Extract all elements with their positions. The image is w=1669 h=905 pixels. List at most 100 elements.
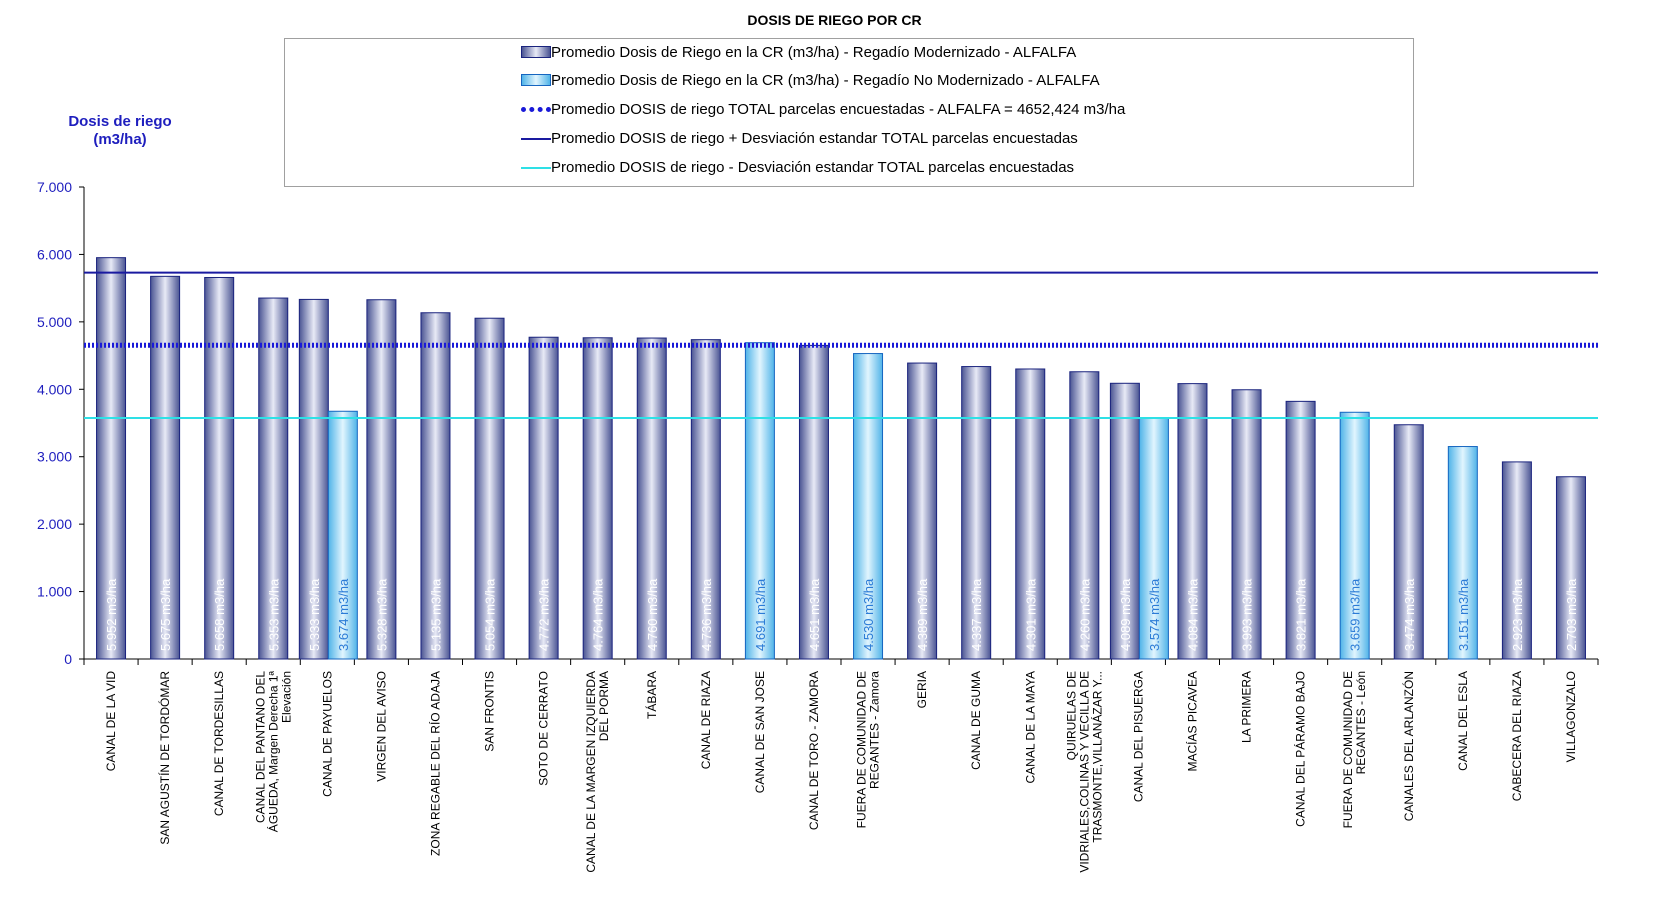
value-label-modernizado: 5.135 m3/ha xyxy=(428,578,443,651)
value-label-modernizado: 5.353 m3/ha xyxy=(266,578,281,651)
legend-item-mas-desviacion: Promedio DOSIS de riego + Desviación est… xyxy=(285,128,1413,150)
legend-item-no-modernizado: Promedio Dosis de Riego en la CR (m3/ha)… xyxy=(285,70,1413,92)
bar-modernizado xyxy=(474,317,505,660)
y-tick-label: 0 xyxy=(64,651,72,667)
x-category-label: FUERA DE COMUNIDAD DE xyxy=(855,671,869,828)
bar-modernizado xyxy=(366,299,397,660)
x-category-label: CANAL DE TORO - ZAMORA xyxy=(807,671,821,830)
legend-item-promedio: Promedio DOSIS de riego TOTAL parcelas e… xyxy=(285,99,1413,121)
value-label-modernizado: 5.333 m3/ha xyxy=(307,578,322,651)
x-category-label: CANALES DEL ARLANZÓN xyxy=(1401,671,1416,821)
y-axis-title-line1: Dosis de riego xyxy=(68,113,172,130)
bar-modernizado xyxy=(528,336,559,660)
x-category-label: SAN FRONTIS xyxy=(483,671,497,752)
value-label-modernizado: 4.260 m3/ha xyxy=(1077,578,1092,651)
x-category-label: CANAL DE SAN JOSE xyxy=(753,671,767,793)
value-label-modernizado: 2.923 m3/ha xyxy=(1510,578,1525,651)
x-category-label: CANAL DEL ESLA xyxy=(1456,671,1470,771)
x-category-label: CANAL DE LA MARGEN IZQUIERDA xyxy=(584,671,598,873)
x-category-label: TRASMONTE,VILLANÁZAR Y... xyxy=(1089,671,1104,843)
value-label-modernizado: 4.764 m3/ha xyxy=(591,578,606,651)
x-category-label: CANAL DEL PÁRAMO BAJO xyxy=(1293,671,1308,827)
bar-modernizado xyxy=(420,312,451,660)
value-label-modernizado: 4.301 m3/ha xyxy=(1023,578,1038,651)
bar-modernizado xyxy=(1177,383,1208,660)
value-label-modernizado: 5.675 m3/ha xyxy=(158,578,173,651)
value-label-modernizado: 4.651 m3/ha xyxy=(807,578,822,651)
x-category-label: Elevación xyxy=(279,671,293,723)
bar-modernizado xyxy=(582,337,613,660)
x-category-label: VILLAGONZALO xyxy=(1564,671,1578,762)
bar-no-modernizado xyxy=(1339,411,1370,660)
value-label-modernizado: 2.703 m3/ha xyxy=(1564,578,1579,651)
value-label-modernizado: 4.089 m3/ha xyxy=(1118,578,1133,651)
value-label-modernizado: 4.772 m3/ha xyxy=(537,578,552,651)
legend-swatch-menos-desviacion xyxy=(521,167,551,169)
y-tick-label: 4.000 xyxy=(37,381,72,397)
bar-no-modernizado xyxy=(1447,446,1478,660)
bar-modernizado xyxy=(1393,424,1424,660)
legend-label-promedio: Promedio DOSIS de riego TOTAL parcelas e… xyxy=(551,101,1126,118)
value-label-no-modernizado: 3.674 m3/ha xyxy=(336,578,351,651)
bar-no-modernizado xyxy=(327,410,358,660)
bar-no-modernizado xyxy=(744,342,775,660)
bar-modernizado xyxy=(1069,371,1100,660)
bar-modernizado xyxy=(1109,382,1140,660)
bar-modernizado xyxy=(96,257,127,660)
x-category-label: TÁBARA xyxy=(644,671,659,719)
legend-swatch-mas-desviacion xyxy=(521,138,551,140)
x-category-label: MACÍAS PICAVEA xyxy=(1184,671,1199,771)
value-label-modernizado: 4.389 m3/ha xyxy=(915,578,930,651)
x-category-label: SOTO DE CERRATO xyxy=(537,671,551,786)
x-category-label: CANAL DEL PANTANO DEL xyxy=(253,671,267,823)
bar-modernizado xyxy=(298,298,329,660)
bar-modernizado xyxy=(258,297,289,660)
x-category-label: REGANTES - Zamora xyxy=(868,671,882,789)
value-label-no-modernizado: 4.691 m3/ha xyxy=(753,578,768,651)
x-category-label: SAN AGUSTÍN DE TORDÓMAR xyxy=(157,671,172,845)
x-category-label: CANAL DE LA VID xyxy=(104,671,118,772)
x-category-label: FUERA DE COMUNIDAD DE xyxy=(1341,671,1355,828)
value-label-modernizado: 3.993 m3/ha xyxy=(1240,578,1255,651)
value-label-modernizado: 4.084 m3/ha xyxy=(1185,578,1200,651)
legend-item-modernizado: Promedio Dosis de Riego en la CR (m3/ha)… xyxy=(285,42,1413,64)
x-category-label: CANAL DEL PISUERGA xyxy=(1131,671,1145,802)
y-tick-label: 1.000 xyxy=(37,584,72,600)
bar-modernizado xyxy=(798,344,829,660)
bars xyxy=(96,257,1586,660)
value-label-no-modernizado: 4.530 m3/ha xyxy=(861,578,876,651)
legend-label-menos-desviacion: Promedio DOSIS de riego - Desviación est… xyxy=(551,159,1075,176)
value-label-no-modernizado: 3.574 m3/ha xyxy=(1147,578,1162,651)
bar-modernizado xyxy=(907,362,938,660)
bar-no-modernizado xyxy=(853,353,884,660)
value-labels: 5.952 m3/ha 5.675 m3/ha 5.658 m3/ha 5.353 m… xyxy=(104,578,1579,651)
value-label-modernizado: 4.760 m3/ha xyxy=(645,578,660,651)
category-labels: CANAL DE LA VID SAN AGUSTÍN DE TORDÓMAR CA… xyxy=(104,670,1578,872)
bar-modernizado xyxy=(636,337,667,660)
chart-legend: Promedio Dosis de Riego en la CR (m3/ha)… xyxy=(284,38,1414,187)
x-category-label: ÁGUEDA, Margen Derecha 1ª xyxy=(265,670,280,832)
x-category-label: CANAL DE GUMA xyxy=(969,671,983,770)
legend-label-no-modernizado: Promedio Dosis de Riego en la CR (m3/ha)… xyxy=(551,72,1100,89)
x-category-label: GERIA xyxy=(915,671,929,708)
bar-modernizado xyxy=(150,275,181,660)
bar-modernizado xyxy=(690,339,721,660)
value-label-modernizado: 5.658 m3/ha xyxy=(212,578,227,651)
legend-label-modernizado: Promedio Dosis de Riego en la CR (m3/ha)… xyxy=(551,44,1077,61)
x-category-label: ZONA REGABLE DEL RÍO ADAJA xyxy=(427,671,442,856)
legend-swatch-modernizado xyxy=(521,46,551,58)
x-category-label: LA PRIMERA xyxy=(1240,671,1254,743)
value-label-modernizado: 4.736 m3/ha xyxy=(699,578,714,651)
value-label-modernizado: 5.952 m3/ha xyxy=(104,578,119,651)
legend-swatch-no-modernizado xyxy=(521,74,551,86)
x-category-label: DEL PORMA xyxy=(597,671,611,741)
x-category-label: REGANTES - León xyxy=(1354,671,1368,774)
value-label-modernizado: 5.328 m3/ha xyxy=(374,578,389,651)
bar-modernizado xyxy=(1285,400,1316,660)
bar-modernizado xyxy=(1555,476,1586,660)
reference-lines xyxy=(84,271,1598,419)
x-category-label: CABECERA DEL RIAZA xyxy=(1510,671,1524,801)
y-tick-label: 7.000 xyxy=(37,179,72,195)
x-category-label: CANAL DE RIAZA xyxy=(699,671,713,769)
x-category-label: CANAL DE PAYUELOS xyxy=(320,671,334,797)
